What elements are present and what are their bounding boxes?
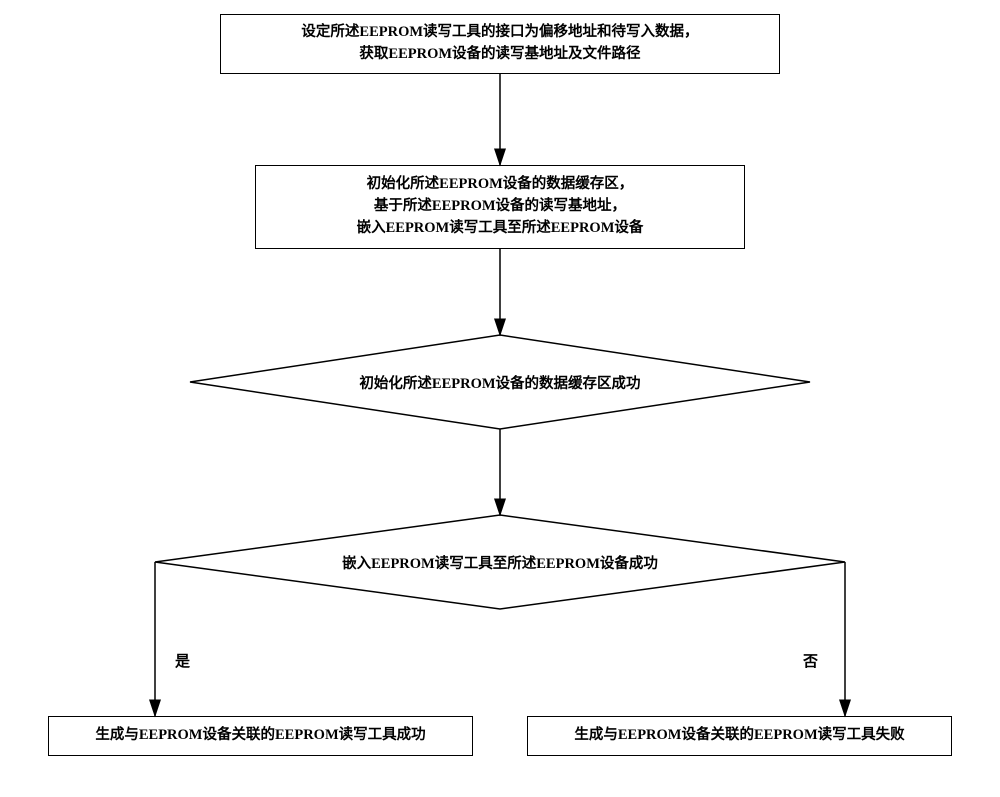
result-failure: 生成与EEPROM设备关联的EEPROM读写工具失败 <box>527 716 952 756</box>
step-text: 生成与EEPROM设备关联的EEPROM读写工具失败 <box>574 725 904 747</box>
edge-label-yes: 是 <box>175 650 190 671</box>
decision-init-success: 初始化所述EEPROM设备的数据缓存区成功 <box>190 335 810 429</box>
decision-embed-success: 嵌入EEPROM读写工具至所述EEPROM设备成功 <box>155 515 845 609</box>
step-text: 生成与EEPROM设备关联的EEPROM读写工具成功 <box>95 725 425 747</box>
step-initialize-buffer: 初始化所述EEPROM设备的数据缓存区，基于所述EEPROM设备的读写基地址，嵌… <box>255 165 745 249</box>
result-success: 生成与EEPROM设备关联的EEPROM读写工具成功 <box>48 716 473 756</box>
decision-text: 嵌入EEPROM读写工具至所述EEPROM设备成功 <box>342 552 658 573</box>
step-text: 初始化所述EEPROM设备的数据缓存区，基于所述EEPROM设备的读写基地址，嵌… <box>357 174 644 239</box>
edge-label-no: 否 <box>803 650 818 671</box>
step-text: 设定所述EEPROM读写工具的接口为偏移地址和待写入数据，获取EEPROM设备的… <box>301 22 698 66</box>
step-set-interface: 设定所述EEPROM读写工具的接口为偏移地址和待写入数据，获取EEPROM设备的… <box>220 14 780 74</box>
flowchart-canvas: 设定所述EEPROM读写工具的接口为偏移地址和待写入数据，获取EEPROM设备的… <box>0 0 1000 797</box>
decision-text: 初始化所述EEPROM设备的数据缓存区成功 <box>359 372 640 393</box>
